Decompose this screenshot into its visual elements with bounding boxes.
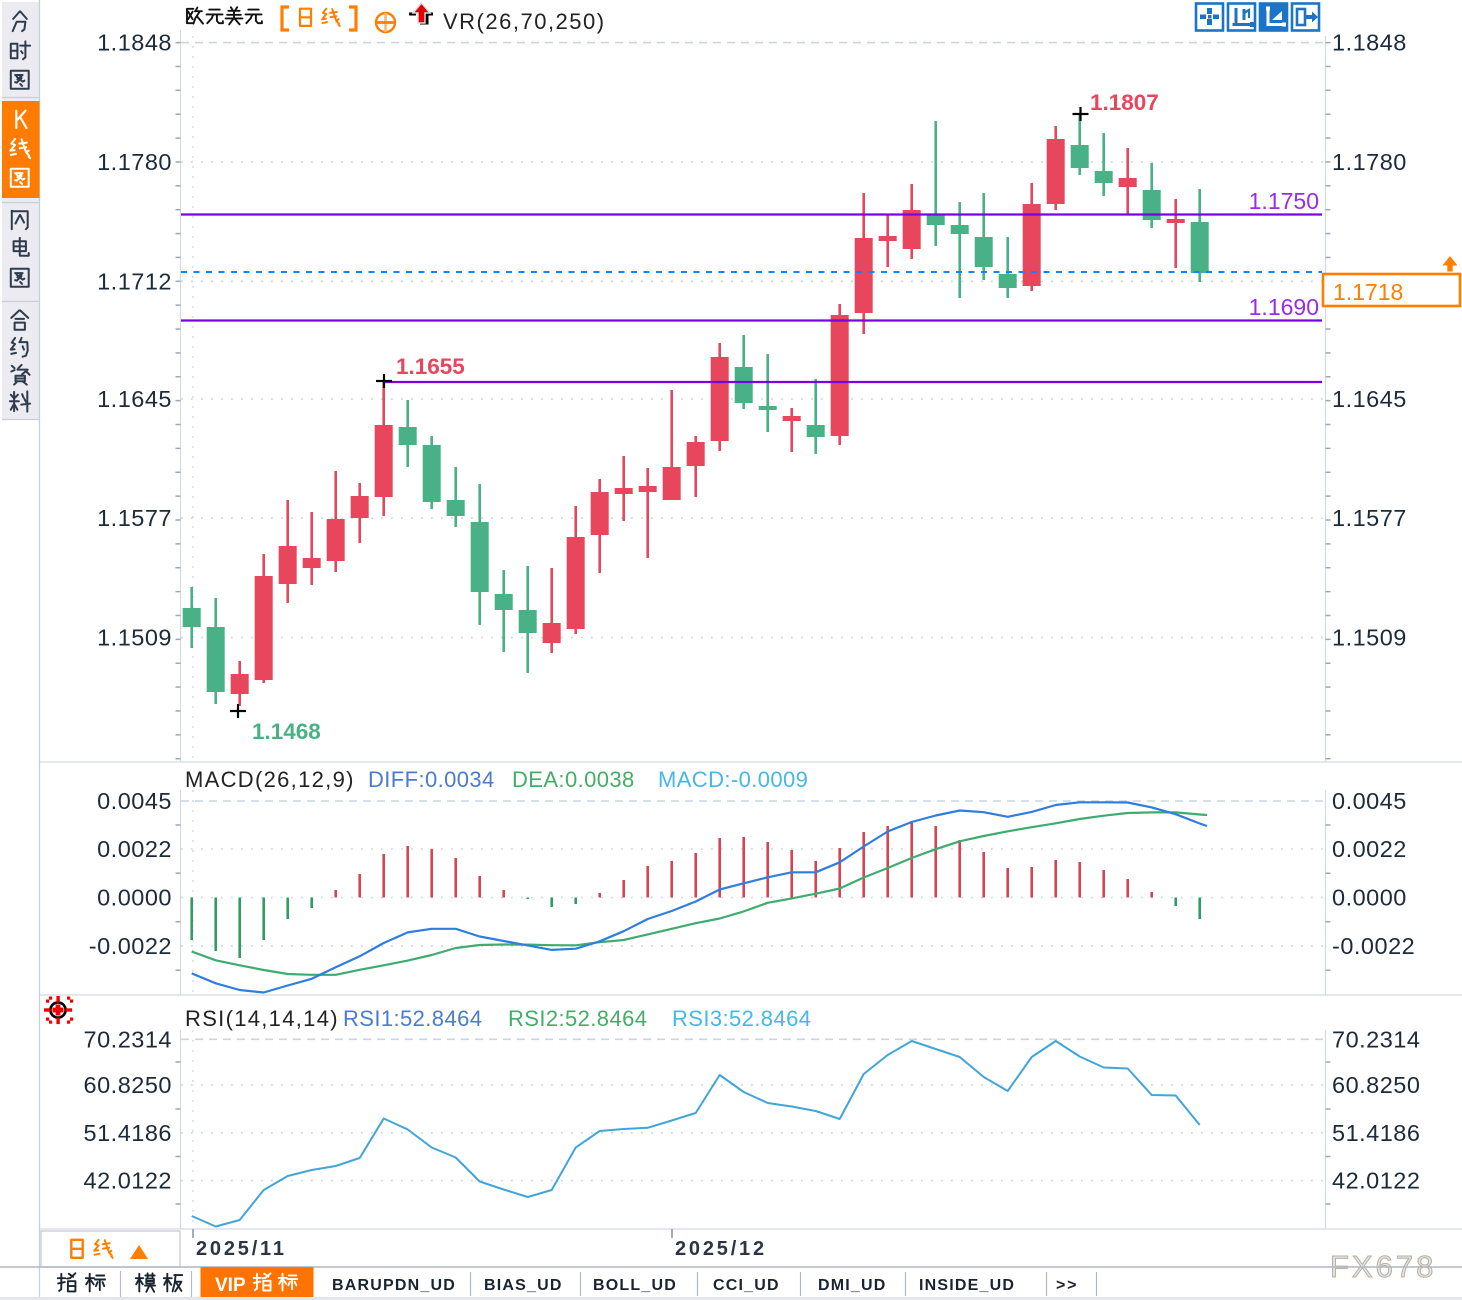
svg-text:INSIDE_UD: INSIDE_UD bbox=[919, 1277, 1015, 1294]
svg-text:BIAS_UD: BIAS_UD bbox=[484, 1277, 563, 1294]
svg-text:1.1509: 1.1509 bbox=[97, 625, 172, 651]
svg-text:1.1577: 1.1577 bbox=[97, 505, 172, 531]
svg-text:70.2314: 70.2314 bbox=[1332, 1026, 1420, 1052]
svg-text:-0.0022: -0.0022 bbox=[1332, 933, 1415, 959]
svg-text:VIP: VIP bbox=[215, 1275, 246, 1296]
svg-text:1.1848: 1.1848 bbox=[97, 30, 172, 56]
svg-text:RSI1:52.8464: RSI1:52.8464 bbox=[343, 1006, 482, 1031]
svg-text:42.0122: 42.0122 bbox=[1332, 1168, 1420, 1194]
svg-text:RSI(14,14,14): RSI(14,14,14) bbox=[185, 1006, 339, 1031]
svg-text:60.8250: 60.8250 bbox=[1332, 1072, 1420, 1098]
svg-text:1.1712: 1.1712 bbox=[97, 268, 172, 294]
svg-text:RSI3:52.8464: RSI3:52.8464 bbox=[672, 1006, 811, 1031]
svg-text:DIFF:0.0034: DIFF:0.0034 bbox=[368, 767, 495, 792]
svg-text:DMI_UD: DMI_UD bbox=[818, 1277, 887, 1294]
svg-text:BOLL_UD: BOLL_UD bbox=[593, 1277, 677, 1294]
svg-text:1.1718: 1.1718 bbox=[1333, 279, 1403, 305]
svg-text:51.4186: 51.4186 bbox=[84, 1120, 172, 1146]
svg-text:CCI_UD: CCI_UD bbox=[713, 1277, 780, 1294]
svg-text:2025/12: 2025/12 bbox=[675, 1238, 767, 1260]
svg-text:1.1807: 1.1807 bbox=[1090, 90, 1159, 115]
svg-text:MACD(26,12,9): MACD(26,12,9) bbox=[185, 767, 355, 792]
svg-text:1.1468: 1.1468 bbox=[252, 719, 321, 744]
svg-text:2025/11: 2025/11 bbox=[196, 1238, 287, 1260]
svg-text:42.0122: 42.0122 bbox=[84, 1168, 172, 1194]
svg-text:0.0000: 0.0000 bbox=[97, 885, 172, 911]
svg-text:1.1509: 1.1509 bbox=[1332, 625, 1407, 651]
svg-text:1.1750: 1.1750 bbox=[1249, 188, 1319, 214]
svg-text:0.0022: 0.0022 bbox=[97, 836, 172, 862]
svg-text:1.1577: 1.1577 bbox=[1332, 505, 1407, 531]
svg-text:0.0000: 0.0000 bbox=[1332, 885, 1407, 911]
svg-text:0.0045: 0.0045 bbox=[1332, 788, 1407, 814]
svg-text:0.0022: 0.0022 bbox=[1332, 836, 1407, 862]
svg-text:1.1690: 1.1690 bbox=[1249, 294, 1319, 320]
svg-text:1.1645: 1.1645 bbox=[97, 386, 172, 412]
svg-text:51.4186: 51.4186 bbox=[1332, 1120, 1420, 1146]
svg-text:VR(26,70,250): VR(26,70,250) bbox=[443, 9, 606, 34]
svg-text:1.1655: 1.1655 bbox=[396, 354, 465, 379]
svg-text:-0.0022: -0.0022 bbox=[89, 933, 172, 959]
svg-text:1.1780: 1.1780 bbox=[1332, 149, 1407, 175]
svg-text:70.2314: 70.2314 bbox=[84, 1026, 172, 1052]
svg-text:1.1645: 1.1645 bbox=[1332, 386, 1407, 412]
svg-text:DEA:0.0038: DEA:0.0038 bbox=[512, 767, 635, 792]
svg-text:RSI2:52.8464: RSI2:52.8464 bbox=[508, 1006, 647, 1031]
svg-text:>>: >> bbox=[1056, 1277, 1078, 1294]
svg-text:0.0045: 0.0045 bbox=[97, 788, 172, 814]
svg-text:1.1780: 1.1780 bbox=[97, 149, 172, 175]
svg-text:1.1848: 1.1848 bbox=[1332, 30, 1407, 56]
svg-text:MACD:-0.0009: MACD:-0.0009 bbox=[658, 767, 808, 792]
svg-text:BARUPDN_UD: BARUPDN_UD bbox=[332, 1277, 456, 1294]
svg-text:60.8250: 60.8250 bbox=[84, 1072, 172, 1098]
